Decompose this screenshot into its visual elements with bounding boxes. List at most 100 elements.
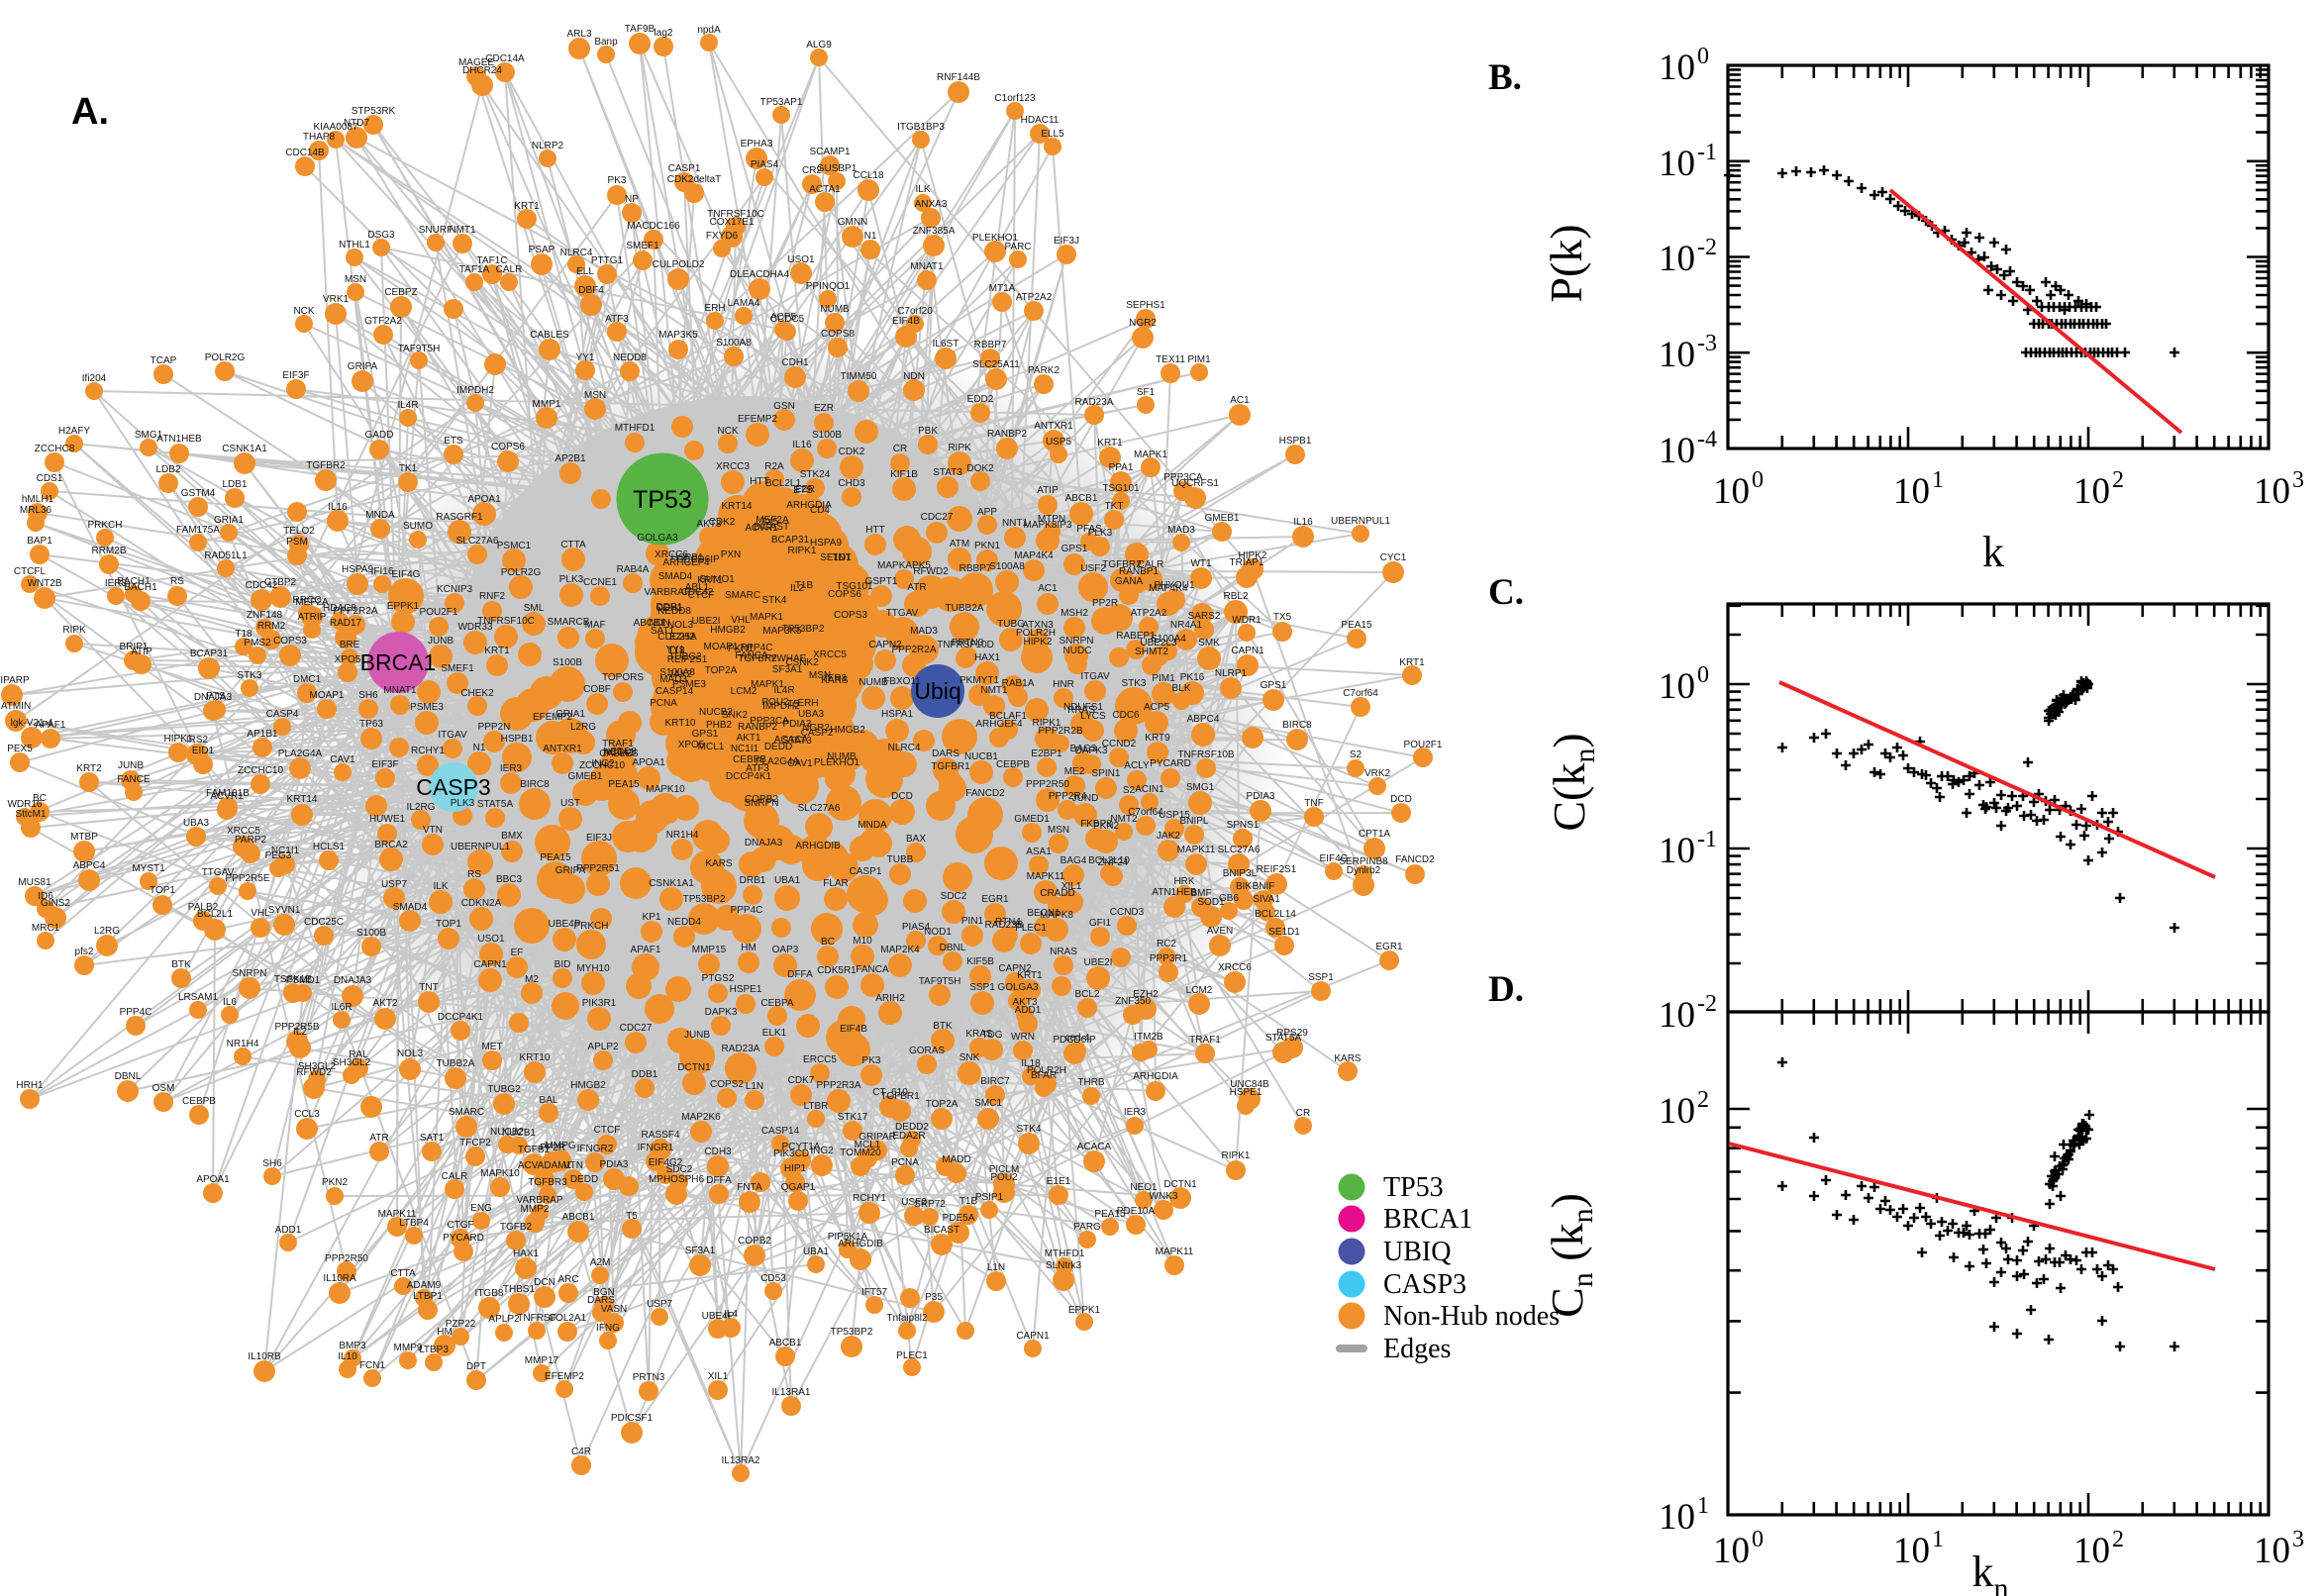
svg-text:ZNF385A: ZNF385A [913,226,956,237]
svg-text:AC1: AC1 [1230,395,1250,406]
svg-text:RBBP7: RBBP7 [960,563,992,574]
svg-text:SF3A1: SF3A1 [685,1246,716,1256]
svg-text:PHYOU1: PHYOU1 [1154,580,1195,591]
svg-text:PEA15: PEA15 [540,852,571,863]
svg-text:S100A8: S100A8 [659,667,695,678]
svg-text:HUWE1: HUWE1 [369,814,406,825]
svg-text:NLRP1: NLRP1 [1215,668,1248,679]
svg-text:Ubiq: Ubiq [914,678,960,704]
svg-text:MSH2: MSH2 [1060,608,1088,619]
svg-text:SIVA1: SIVA1 [1253,894,1280,905]
svg-text:DBF4: DBF4 [578,285,604,296]
svg-text:UBA3: UBA3 [798,709,825,720]
svg-text:MAPKAPK5: MAPKAPK5 [877,560,931,571]
svg-text:WDR33: WDR33 [457,622,492,633]
svg-text:HM: HM [437,1327,453,1338]
svg-text:MMP15: MMP15 [692,945,727,955]
svg-text:ACVR1: ACVR1 [210,791,244,802]
svg-text:IL2RG: IL2RG [407,802,436,813]
svg-text:ETS: ETS [793,485,813,496]
svg-text:ATN1HEB: ATN1HEB [1152,887,1197,898]
svg-text:RAD23A: RAD23A [1075,397,1114,408]
svg-text:CPT1A: CPT1A [1359,829,1391,840]
svg-text:T1B: T1B [795,580,814,591]
svg-text:NMT2: NMT2 [1110,814,1138,825]
svg-text:RAL: RAL [349,1049,368,1060]
svg-text:RTN4: RTN4 [995,917,1021,928]
svg-text:POLR2G: POLR2G [501,567,542,578]
svg-text:GPS1: GPS1 [692,729,719,740]
svg-text:HTT: HTT [750,476,768,487]
svg-text:RS: RS [170,576,184,587]
svg-text:ELL: ELL [576,266,594,277]
svg-text:IFNG: IFNG [596,1323,620,1334]
svg-text:REIF2S1: REIF2S1 [1257,864,1297,875]
svg-text:CAPN1: CAPN1 [1016,1331,1050,1342]
svg-text:ARHGEF4: ARHGEF4 [975,719,1023,730]
svg-text:PZP22: PZP22 [446,1319,476,1330]
svg-text:FANCA: FANCA [856,964,889,975]
svg-text:MAF: MAF [584,620,605,631]
svg-text:DSG3: DSG3 [367,230,395,241]
svg-text:RRM2: RRM2 [257,621,286,632]
svg-text:RRCC: RRCC [293,595,322,606]
svg-text:SNURF: SNURF [419,225,453,236]
svg-text:GMNN: GMNN [838,217,868,228]
svg-text:NUCB2: NUCB2 [699,707,733,718]
svg-text:ACIN1: ACIN1 [1135,784,1164,795]
svg-text:EIF3F: EIF3F [371,759,398,770]
svg-text:PPP2R3A: PPP2R3A [816,1080,860,1091]
svg-text:FNTA: FNTA [737,1182,762,1193]
svg-text:SMARCB: SMARCB [548,617,590,628]
svg-text:HIPK2: HIPK2 [1239,550,1267,561]
svg-text:BAG4: BAG4 [1060,855,1087,866]
svg-text:SUMO: SUMO [403,521,433,532]
svg-text:NUCB2: NUCB2 [490,1127,524,1138]
svg-text:LYCS: LYCS [1080,711,1106,722]
svg-text:NLRP2: NLRP2 [532,141,564,151]
svg-text:NEDD4: NEDD4 [667,917,701,928]
svg-text:CDC42: CDC42 [681,587,714,598]
svg-text:STAT5A: STAT5A [477,799,514,810]
svg-text:MMP2: MMP2 [521,1204,550,1215]
svg-text:DDB1: DDB1 [656,602,683,613]
svg-text:MAPK11: MAPK11 [1177,845,1216,855]
svg-text:RIPK: RIPK [62,625,86,636]
svg-text:ITGB1BP3: ITGB1BP3 [897,122,945,133]
svg-text:LTBR: LTBR [804,1101,829,1112]
svg-text:UBA1: UBA1 [803,1247,830,1257]
svg-text:USP5: USP5 [1046,437,1072,448]
svg-text:AKT3: AKT3 [696,519,721,530]
svg-text:ZCCHC8: ZCCHC8 [35,444,75,454]
svg-text:BCAP31: BCAP31 [190,648,229,659]
svg-text:GOLGA3: GOLGA3 [637,533,678,544]
svg-text:IER3: IER3 [105,578,128,589]
svg-text:LDB2: LDB2 [155,464,180,475]
svg-text:PARC: PARC [1004,242,1031,252]
svg-text:NGR2: NGR2 [1129,318,1157,329]
svg-text:TDG: TDG [981,1030,1002,1041]
svg-text:RCHY1: RCHY1 [853,1193,886,1204]
svg-text:CR: CR [893,444,907,454]
svg-text:MAPK1: MAPK1 [751,679,784,690]
svg-text:MACDC166: MACDC166 [627,221,680,232]
svg-text:PIM1: PIM1 [1187,354,1211,365]
svg-text:EPHA3: EPHA3 [741,139,773,150]
svg-text:SOD1: SOD1 [1197,897,1225,908]
svg-text:CCND3: CCND3 [1110,907,1145,918]
svg-text:GRIA1: GRIA1 [214,515,244,526]
svg-text:TTGAV: TTGAV [886,608,919,619]
svg-text:ELK1: ELK1 [762,1028,787,1039]
svg-text:XRCC5: XRCC5 [227,826,260,837]
svg-text:SLC27A6: SLC27A6 [798,803,841,814]
svg-text:DCTN1: DCTN1 [677,1062,711,1073]
svg-text:MADD: MADD [942,1154,970,1165]
svg-text:RAB1A: RAB1A [1002,678,1035,689]
svg-text:PPP3CA: PPP3CA [750,716,789,727]
svg-text:CT_610: CT_610 [872,1087,908,1098]
svg-text:FANCD2: FANCD2 [965,788,1005,799]
svg-text:M10: M10 [853,936,872,947]
svg-text:HSPA1: HSPA1 [881,709,913,720]
svg-text:RAB4A: RAB4A [617,564,650,575]
svg-text:PK3: PK3 [862,1055,881,1066]
